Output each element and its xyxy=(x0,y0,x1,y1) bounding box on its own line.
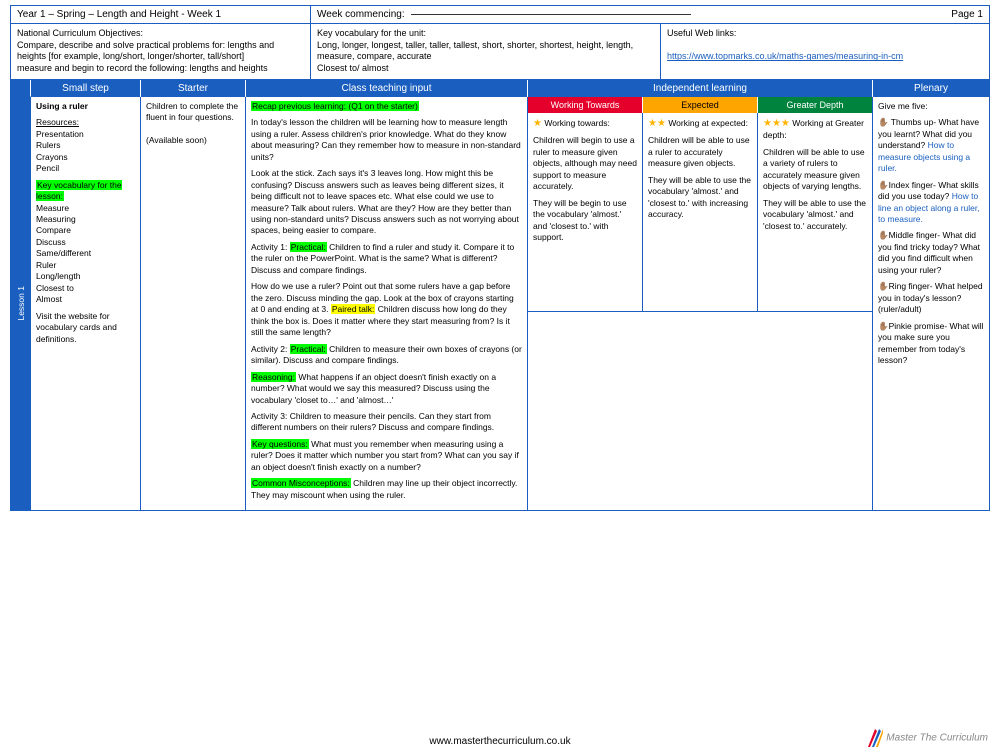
lesson-body-row: Lesson 1 Using a ruler Resources: Presen… xyxy=(11,97,989,511)
act2-pre: Activity 2: xyxy=(251,344,290,354)
plenary-cell: Give me five: ✋🏽 Thumbs up- What have yo… xyxy=(873,97,989,511)
recap-label: Recap previous learning: (Q1 on the star… xyxy=(251,101,419,111)
input-p2: Look at the stick. Zach says it's 3 leav… xyxy=(251,168,522,237)
exp-p2: They will be able to use the vocabulary … xyxy=(648,175,752,221)
practical-label-2: Practical: xyxy=(290,344,327,354)
act1-pre: Activity 1: xyxy=(251,242,290,252)
links-label: Useful Web links: xyxy=(667,28,736,38)
lesson-tab: Lesson 1 xyxy=(11,97,31,511)
indep-body: ★ Working towards: Children will begin t… xyxy=(528,113,872,312)
wc-label: Week commencing: xyxy=(317,9,405,20)
hdr-plenary: Plenary xyxy=(873,80,989,97)
unit-vocab-label: Key vocabulary for the unit: xyxy=(317,28,426,38)
hdr-gd: Greater Depth xyxy=(758,97,872,113)
top-header-row: Year 1 – Spring – Length and Height - We… xyxy=(11,6,989,24)
column-headers: Small step Starter Class teaching input … xyxy=(11,80,989,97)
plenary-intro: Give me five: xyxy=(878,101,984,112)
unit-vocab-cell: Key vocabulary for the unit: Long, longe… xyxy=(311,24,661,79)
gd-p2: They will be able to use the vocabulary … xyxy=(763,198,867,232)
hdr-indep: Independent learning xyxy=(528,80,873,97)
gd-cell: ★★★ Working at Greater depth: Children w… xyxy=(758,113,872,311)
wc-blank-line xyxy=(411,14,691,15)
resources-label: Resources: xyxy=(36,117,79,127)
exp-p1: Children will be able to use a ruler to … xyxy=(648,135,752,169)
star-icon: ★★ xyxy=(648,118,666,129)
resources-list: Presentation Rulers Crayons Pencil xyxy=(36,129,84,173)
practical-label-1: Practical: xyxy=(290,242,327,252)
page-number: Page 1 xyxy=(929,6,989,23)
lesson-vocab-list: Measure Measuring Compare Discuss Same/d… xyxy=(36,203,91,305)
plenary-pinkie: ✋🏽Pinkie promise- What will you make sur… xyxy=(878,321,984,367)
footer-url: www.masterthecurriculum.co.uk xyxy=(0,736,1000,747)
lesson-title: Year 1 – Spring – Length and Height - We… xyxy=(11,6,311,23)
starter-cell: Children to complete the fluent in four … xyxy=(141,97,246,511)
misc-label: Common Misconceptions: xyxy=(251,478,351,488)
logo-text: Master The Curriculum xyxy=(886,733,988,744)
hdr-starter: Starter xyxy=(141,80,246,97)
visit-website: Visit the website for vocabulary cards a… xyxy=(36,311,135,345)
objectives-cell: National Curriculum Objectives: Compare,… xyxy=(11,24,311,79)
objectives-text: Compare, describe and solve practical pr… xyxy=(17,40,274,73)
unit-vocab-text: Long, longer, longest, taller, taller, t… xyxy=(317,40,633,73)
exp-head: Working at expected: xyxy=(668,118,748,128)
web-links-cell: Useful Web links: https://www.topmarks.c… xyxy=(661,24,989,79)
plenary-ring: ✋🏽Ring finger- What helped you in today'… xyxy=(878,281,984,315)
indep-spacer xyxy=(528,312,872,510)
independent-cell: Working Towards Expected Greater Depth ★… xyxy=(528,97,873,511)
teaching-input-cell: Recap previous learning: (Q1 on the star… xyxy=(246,97,528,511)
info-row: National Curriculum Objectives: Compare,… xyxy=(11,24,989,80)
wt-head: Working towards: xyxy=(544,118,610,128)
wt-p2: They will be begin to use the vocabulary… xyxy=(533,198,637,244)
wt-cell: ★ Working towards: Children will begin t… xyxy=(528,113,643,311)
reasoning-label: Reasoning: xyxy=(251,372,296,382)
star-icon: ★★★ xyxy=(763,118,790,129)
small-step-cell: Using a ruler Resources: Presentation Ru… xyxy=(31,97,141,511)
star-icon: ★ xyxy=(533,118,542,129)
hdr-input: Class teaching input xyxy=(246,80,528,97)
week-commencing: Week commencing: xyxy=(311,6,929,23)
paired-talk-label: Paired talk: xyxy=(331,304,376,314)
logo-icon xyxy=(866,727,884,749)
brand-logo: Master The Curriculum xyxy=(866,727,988,749)
indep-subheader: Working Towards Expected Greater Depth xyxy=(528,97,872,113)
keyq-label: Key questions: xyxy=(251,439,309,449)
wt-p1: Children will begin to use a ruler to me… xyxy=(533,135,637,192)
web-link[interactable]: https://www.topmarks.co.uk/maths-games/m… xyxy=(667,51,903,61)
act3: Activity 3: Children to measure their pe… xyxy=(251,411,522,434)
plenary-middle: ✋🏽Middle finger- What did you find trick… xyxy=(878,230,984,276)
hdr-exp: Expected xyxy=(643,97,758,113)
lesson-plan-page: Year 1 – Spring – Length and Height - We… xyxy=(10,5,990,511)
lesson-vocab-label: Key vocabulary for the lesson: xyxy=(36,180,122,201)
step-title: Using a ruler xyxy=(36,101,135,112)
gd-p1: Children will be able to use a variety o… xyxy=(763,147,867,193)
hdr-step: Small step xyxy=(31,80,141,97)
input-p1: In today's lesson the children will be l… xyxy=(251,117,522,163)
hdr-lesson xyxy=(11,80,31,97)
hdr-wt: Working Towards xyxy=(528,97,643,113)
objectives-label: National Curriculum Objectives: xyxy=(17,28,143,38)
exp-cell: ★★ Working at expected: Children will be… xyxy=(643,113,758,311)
